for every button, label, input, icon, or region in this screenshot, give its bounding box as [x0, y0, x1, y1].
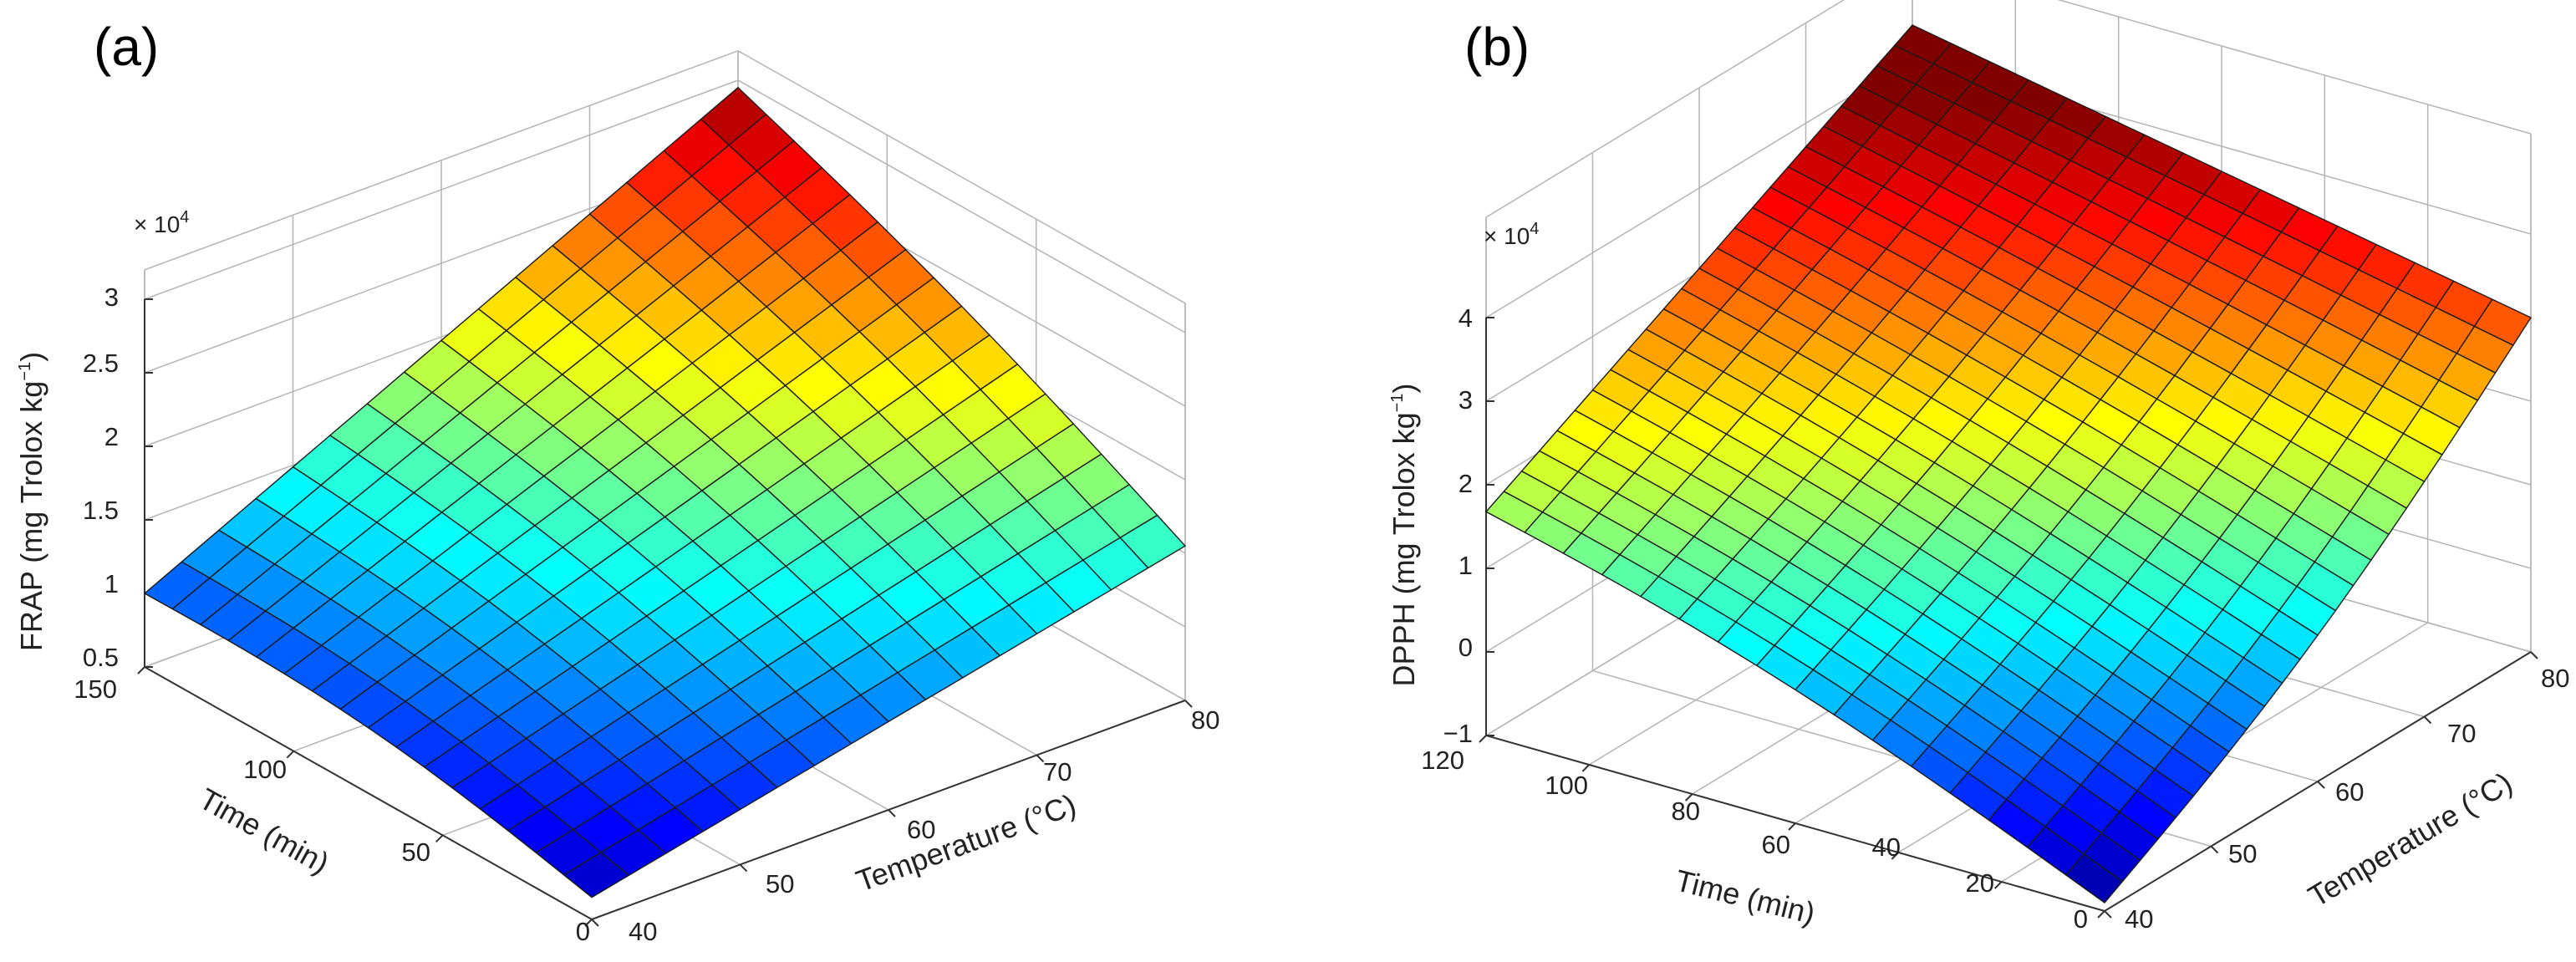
panel-b-z-multiplier: × 104: [1484, 220, 1539, 249]
panel-b-z-ticks: −1 0 1 2 3 4: [1443, 303, 1473, 748]
panel-a-temp-ticks: 40 50 60 70 80: [629, 705, 1219, 946]
panel-a-temp-tick-label: 70: [1043, 757, 1072, 786]
panel-a-z-title-close: ): [14, 352, 48, 362]
a-temp-tick-mark: [1036, 754, 1045, 763]
panel-b-z-axis-title: DPPH (mg Trolox kg−1): [1387, 384, 1421, 687]
a-time-tick-mark: [584, 919, 593, 927]
panel-a-frap-surface: (a) 0.5 1 1.5 2 2.5 3 × 104 0 50 100 150…: [14, 17, 1219, 946]
panel-b-temp-tick-label: 40: [2125, 904, 2153, 934]
panel-b-z-tick-label: 4: [1459, 303, 1473, 333]
panel-a-surface-mesh: [144, 87, 1186, 898]
panel-a-time-tick-label: 100: [243, 755, 287, 784]
panel-a-z-multiplier: × 104: [134, 208, 189, 237]
panel-a-time-tick-label: 150: [74, 674, 117, 704]
a-time-tick-mark: [286, 750, 295, 759]
panel-b-z-tick-label: −1: [1443, 719, 1473, 748]
panel-a-temp-tick-label: 80: [1191, 705, 1219, 735]
a-temp-tick-mark: [739, 863, 748, 873]
panel-b-z-title-main: DPPH (mg Trolox kg: [1387, 412, 1421, 686]
panel-b-z-tick-label: 2: [1459, 469, 1473, 498]
panel-a-z-tick-label: 0.5: [83, 643, 119, 672]
b-time-tick-mark: [1993, 881, 2003, 889]
b-surface-cell: [2065, 853, 2124, 903]
a-time-tick-mark: [435, 834, 444, 843]
panel-b-time-tick-label: 60: [1762, 830, 1790, 859]
b-time-tick-mark: [2097, 910, 2105, 919]
panel-b-dpph-surface: (b) −1 0 1 2 3 4 × 104 0 20 40 60 80 100…: [1387, 0, 2569, 934]
panel-b-time-tick-label: 0: [2074, 904, 2088, 934]
b-grid-top-edge: [1485, 0, 2532, 218]
b-temp-tick-mark: [2423, 715, 2432, 725]
panel-a-z-tick-label: 2.5: [83, 349, 119, 378]
panel-a-y-axis-title: Temperature (°C): [852, 787, 1081, 898]
panel-b-time-tick-label: 80: [1672, 797, 1700, 826]
panel-b-z-multiplier-base: × 10: [1484, 223, 1530, 249]
panel-b-z-title-close: ): [1387, 384, 1421, 394]
panel-a-axes: [137, 298, 1193, 927]
a-grid-line-z: [144, 79, 1186, 333]
panel-b-surface-mesh: [1485, 24, 2532, 903]
panel-b-temp-tick-label: 60: [2335, 777, 2364, 807]
b-temp-tick-mark: [2104, 910, 2112, 919]
panel-b-z-tick-label: 3: [1459, 385, 1473, 415]
a-grid-top-edge: [144, 49, 1186, 304]
panel-a-temp-tick-label: 60: [907, 815, 935, 844]
a-surface-cell: [563, 852, 630, 898]
panel-a-temp-tick-label: 50: [766, 869, 794, 898]
b-temp-tick-mark: [2210, 845, 2219, 854]
panel-a-time-tick-label: 50: [402, 837, 430, 867]
panel-b-temp-tick-label: 50: [2228, 839, 2257, 868]
panel-a-time-tick-label: 0: [576, 917, 590, 946]
panel-a-z-ticks: 0.5 1 1.5 2 2.5 3: [83, 282, 119, 672]
panel-b-z-multiplier-exp: 4: [1530, 220, 1539, 238]
b-time-tick-mark: [1891, 852, 1900, 860]
panel-b-z-tick-label: 0: [1459, 633, 1473, 662]
panel-a-time-ticks: 0 50 100 150: [74, 674, 590, 946]
panel-a-temp-tick-label: 40: [629, 917, 657, 946]
panel-b-label: (b): [1464, 17, 1530, 77]
panel-b-temp-tick-label: 80: [2541, 664, 2569, 693]
panel-b-time-ticks: 0 20 40 60 80 100 120: [1421, 746, 2088, 934]
a-temp-tick-mark: [888, 809, 896, 817]
panel-a-z-tick-label: 2: [104, 422, 119, 451]
panel-a-z-tick-label: 3: [104, 282, 119, 312]
panel-a-z-title-sup: −1: [16, 362, 34, 381]
b-time-tick-mark: [1788, 822, 1796, 831]
panel-b-z-title-sup: −1: [1388, 394, 1407, 413]
panel-b-axes: [1479, 317, 2538, 919]
panel-b-temp-tick-label: 70: [2447, 719, 2476, 748]
a-time-axis: [144, 666, 593, 920]
panel-b-time-tick-label: 40: [1872, 832, 1901, 862]
b-temp-tick-mark: [2530, 651, 2538, 659]
panel-a-z-multiplier-exp: 4: [180, 208, 189, 227]
b-time-tick-mark: [1479, 735, 1487, 743]
b-time-tick-mark: [1684, 793, 1693, 802]
a-time-tick-mark: [137, 666, 145, 674]
panel-b-z-tick-label: 1: [1459, 551, 1473, 580]
panel-a-label: (a): [94, 17, 159, 77]
panel-a-x-axis-title: Time (min): [193, 781, 334, 881]
panel-a-z-multiplier-base: × 10: [134, 211, 180, 237]
b-time-tick-mark: [1581, 764, 1591, 772]
panel-b-time-tick-label: 120: [1421, 746, 1464, 775]
panel-b-x-axis-title: Time (min): [1672, 863, 1819, 930]
panel-a-z-tick-label: 1: [104, 569, 119, 598]
panel-b-temp-ticks: 40 50 60 70 80: [2125, 664, 2569, 934]
panel-a-z-axis-title: FRAP (mg Trolox kg−1): [14, 352, 48, 651]
b-temp-tick-mark: [2317, 781, 2325, 789]
a-temp-tick-mark: [1184, 700, 1193, 708]
panel-a-z-tick-label: 1.5: [83, 496, 119, 525]
panel-b-time-tick-label: 100: [1545, 771, 1588, 800]
a-temp-tick-mark: [591, 919, 599, 927]
panel-b-time-tick-label: 20: [1966, 868, 1994, 898]
panel-a-z-title-main: FRAP (mg Trolox kg: [14, 381, 48, 651]
